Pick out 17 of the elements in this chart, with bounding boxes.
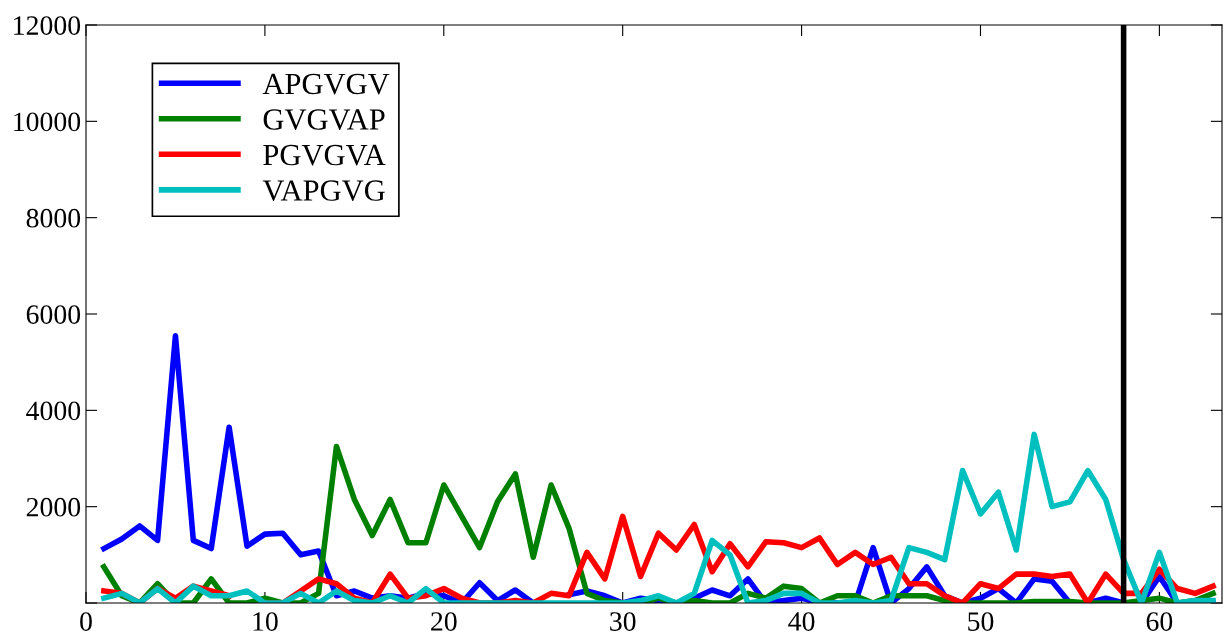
y-tick-label: 2000 <box>26 497 81 517</box>
legend-label: APGVGV <box>262 73 390 95</box>
y-tick-label: 12000 <box>14 16 81 35</box>
x-tick-label: 20 <box>431 612 457 631</box>
y-tick-label: 8000 <box>26 208 81 228</box>
x-tick-label: 0 <box>80 612 92 631</box>
x-tick-label: 30 <box>610 612 636 631</box>
y-tick-label: 10000 <box>14 112 81 132</box>
x-tick-label: 10 <box>253 612 278 631</box>
x-tick-label: 60 <box>1146 612 1173 631</box>
x-tick-label: 40 <box>788 612 815 631</box>
x-tick-label: 50 <box>968 612 994 631</box>
legend-label: VAPGVG <box>262 180 385 202</box>
legend-label: PGVGVA <box>263 144 386 166</box>
y-tick-label: 6000 <box>26 305 81 324</box>
y-tick-label: 4000 <box>26 401 81 421</box>
legend-label: GVGVAP <box>263 109 385 130</box>
